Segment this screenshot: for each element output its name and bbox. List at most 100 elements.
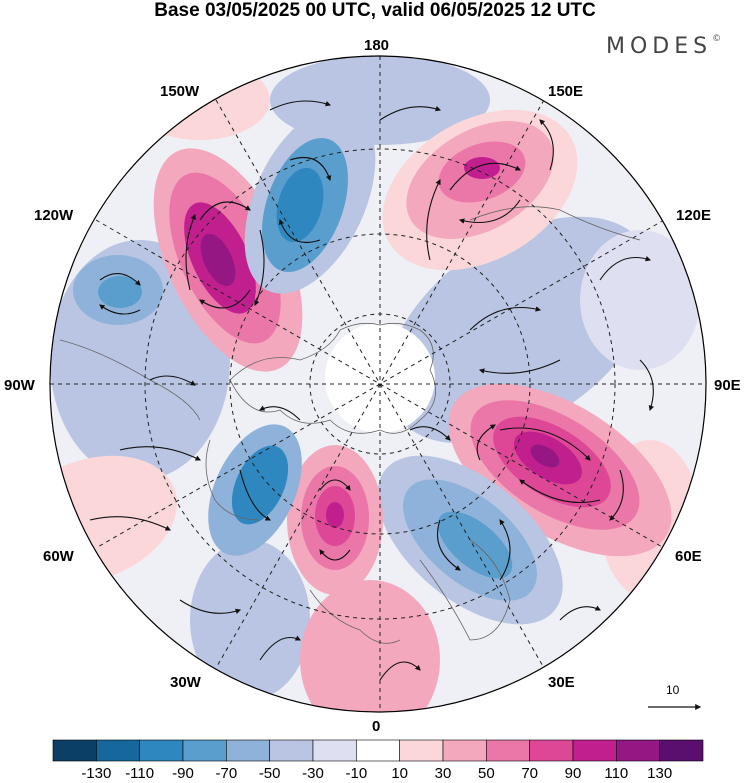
- greenland-coastline: [205, 439, 261, 521]
- wind-arrow: [539, 119, 554, 171]
- meridian: [95, 219, 665, 549]
- colorbar-swatch: [442, 739, 487, 762]
- anomaly-positive: [464, 157, 500, 179]
- lon-label-150e: 150E: [548, 83, 584, 100]
- wind-arrow: [319, 479, 351, 491]
- meridian: [95, 219, 665, 549]
- colorbar-swatch: [52, 739, 97, 762]
- map-title: Base 03/05/2025 00 UTC, valid 06/05/2025…: [154, 0, 596, 21]
- lon-label-180: 180: [364, 37, 390, 54]
- colorbar-swatch: [529, 739, 574, 762]
- wind-arrow: [99, 273, 141, 286]
- colorbar-tick-label: -90: [172, 765, 194, 782]
- colorbar-tick-label: 30: [434, 765, 452, 782]
- lon-label-60w: 60W: [43, 548, 74, 565]
- colorbar-swatch: [616, 739, 660, 762]
- wind-arrow: [499, 427, 591, 461]
- lon-label-30w: 30W: [170, 674, 201, 691]
- colorbar-swatch: [269, 739, 314, 762]
- wind-arrow: [426, 179, 441, 261]
- anomaly-positive: [200, 233, 236, 287]
- colorbar-tick-label: 50: [477, 765, 495, 782]
- wind-arrow: [499, 519, 511, 581]
- wind-arrow: [319, 549, 351, 561]
- wind-arrow: [278, 218, 321, 244]
- colorbar-swatch: [96, 739, 140, 762]
- wind-arrow: [409, 426, 451, 441]
- coastlines: [59, 206, 641, 644]
- wind-arrow: [559, 605, 601, 621]
- wind-arrow: [478, 359, 561, 374]
- anomaly-negative: [98, 276, 142, 308]
- anomaly-positive: [326, 502, 344, 528]
- wind-arrow: [289, 156, 332, 182]
- lon-label-0: 0: [372, 718, 381, 735]
- graticule: [50, 56, 706, 712]
- wind-arrow: [639, 359, 654, 412]
- colorbar-tick-label: -70: [215, 765, 238, 782]
- atlantic-coastline: [309, 589, 401, 644]
- colorbar-tick-label: -50: [258, 765, 281, 782]
- brand-text: MODES: [606, 34, 713, 59]
- anomaly-negative: [276, 167, 324, 243]
- wind-arrow: [239, 469, 271, 521]
- wind-arrow: [476, 424, 496, 461]
- wind-arrow: [185, 213, 196, 291]
- anomaly-field: [50, 56, 700, 712]
- brand-logo: MODES©: [606, 34, 721, 59]
- map-border: [49, 55, 707, 713]
- arctic-coastline: [229, 322, 437, 434]
- wind-arrow: [259, 405, 301, 421]
- colorbar: [52, 739, 704, 762]
- map-disc: [50, 56, 706, 712]
- lon-label-150w: 150W: [160, 83, 200, 100]
- colorbar-swatch: [226, 739, 270, 762]
- wind-arrow: [379, 661, 421, 681]
- colorbar-tick-label: -130: [81, 765, 112, 782]
- anomaly-negative: [580, 230, 700, 370]
- wind-arrow: [436, 519, 461, 571]
- colorbar-tick-label: 90: [564, 765, 582, 782]
- anomaly-negative: [231, 445, 289, 525]
- wind-arrow: [269, 100, 332, 111]
- lon-label-30e: 30E: [548, 674, 575, 691]
- colorbar-tick-label: 10: [391, 765, 408, 782]
- wind-arrow: [469, 306, 542, 331]
- wind-arrow: [254, 229, 265, 307]
- colorbar-swatch: [572, 739, 617, 762]
- anomaly-negative: [437, 511, 513, 579]
- lon-label-90w: 90W: [4, 377, 35, 394]
- wind-arrow: [449, 162, 521, 191]
- lon-label-60e: 60E: [675, 548, 702, 565]
- anomaly-positive: [130, 60, 270, 140]
- colorbar-swatch: [659, 739, 704, 762]
- anomaly-negative: [190, 540, 310, 700]
- wind-arrow: [599, 256, 652, 281]
- colorbar-tick-label: 70: [521, 765, 538, 782]
- wind-arrow: [259, 635, 301, 661]
- wind-vectors: [89, 100, 654, 681]
- wind-arrow: [458, 199, 521, 224]
- brand-mark: ©: [712, 34, 722, 44]
- anomaly-positive: [300, 580, 440, 712]
- colorbar-tick-label: -10: [345, 765, 368, 782]
- wind-arrow: [199, 289, 251, 309]
- canada-coastline: [59, 339, 201, 421]
- lon-label-120e: 120E: [676, 207, 712, 224]
- wind-arrow: [199, 201, 251, 221]
- siberia-coastline: [469, 206, 641, 241]
- wind-arrow: [89, 516, 171, 531]
- colorbar-tick-label: 130: [647, 765, 673, 782]
- reference-vector-label: 10: [666, 683, 680, 697]
- wind-arrow: [519, 479, 601, 503]
- colorbar-tick-label: -30: [302, 765, 324, 782]
- colorbar-tick-label: 110: [604, 765, 629, 782]
- colorbar-swatch: [486, 739, 530, 762]
- colorbar-tick-label: -110: [125, 765, 155, 782]
- lon-label-90e: 90E: [714, 377, 741, 394]
- lon-label-120w: 120W: [34, 207, 74, 224]
- meridian: [215, 99, 545, 669]
- colorbar-swatch: [312, 739, 357, 762]
- meridian: [215, 99, 545, 669]
